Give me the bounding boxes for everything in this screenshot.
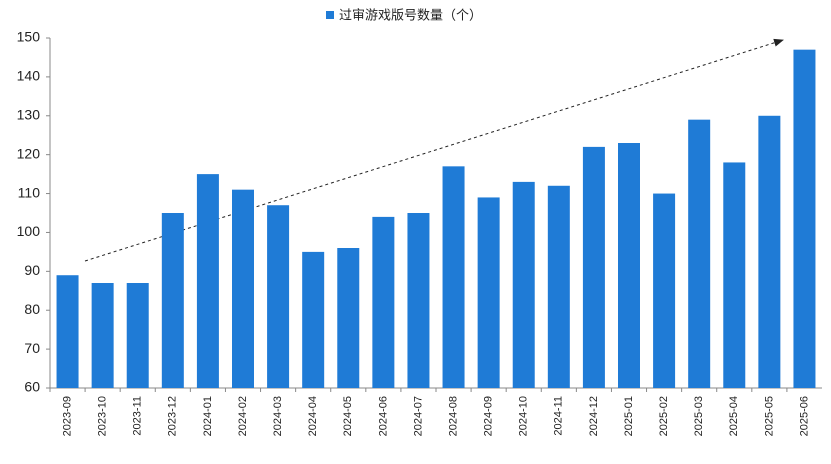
bar	[653, 193, 676, 388]
x-tick-label: 2025-01	[623, 396, 635, 436]
y-tick-label: 140	[17, 68, 41, 84]
x-tick-label: 2024-01	[202, 396, 214, 436]
bar	[723, 162, 746, 388]
bar	[126, 283, 149, 388]
bar	[758, 115, 781, 389]
y-tick-label: 130	[17, 106, 41, 122]
bar	[793, 49, 816, 389]
x-tick-label: 2024-06	[377, 396, 389, 436]
bar	[302, 251, 325, 388]
x-tick-label: 2023-10	[97, 396, 109, 436]
x-tick-label: 2023-09	[61, 396, 73, 436]
bar	[372, 216, 395, 388]
x-tick-label: 2024-07	[412, 396, 424, 436]
bar	[56, 275, 79, 388]
x-tick-label: 2024-02	[237, 396, 249, 436]
bar	[196, 174, 219, 388]
bar	[512, 181, 535, 388]
x-tick-label: 2024-04	[307, 396, 319, 436]
x-tick-label: 2024-11	[553, 396, 565, 436]
x-tick-label: 2024-12	[588, 396, 600, 436]
x-tick-label: 2023-12	[167, 396, 179, 436]
x-tick-label: 2025-02	[658, 396, 670, 436]
bar	[618, 143, 640, 388]
y-tick-label: 70	[24, 340, 40, 356]
bar	[477, 197, 500, 388]
bar	[232, 189, 254, 388]
x-tick-label: 2025-06	[798, 396, 810, 436]
bar	[582, 146, 605, 388]
x-tick-label: 2024-05	[342, 396, 354, 436]
trend-arrow	[84, 38, 784, 262]
bar	[161, 213, 184, 388]
bar	[547, 185, 570, 388]
bar	[267, 205, 290, 388]
x-tick-label: 2024-09	[483, 396, 495, 436]
x-tick-label: 2025-03	[693, 396, 705, 436]
x-tick-label: 2024-08	[447, 396, 459, 436]
x-tick-label: 2024-03	[272, 396, 284, 436]
y-tick-label: 60	[24, 379, 40, 395]
legend-label: 过审游戏版号数量（个）	[339, 7, 482, 22]
y-tick-label: 100	[17, 223, 41, 239]
y-tick-label: 80	[24, 301, 40, 317]
y-tick-label: 110	[18, 184, 41, 200]
bar	[407, 213, 430, 388]
x-tick-label: 2025-05	[763, 396, 775, 436]
y-tick-label: 120	[17, 145, 41, 161]
bar	[91, 283, 114, 388]
bar	[442, 166, 465, 388]
bar	[688, 119, 711, 389]
x-tick-label: 2024-10	[518, 396, 530, 436]
y-tick-label: 90	[24, 262, 40, 278]
y-tick-label: 150	[17, 29, 41, 45]
bar	[337, 248, 360, 388]
legend-swatch	[326, 11, 334, 19]
x-tick-label: 2023-11	[132, 396, 144, 436]
x-tick-label: 2025-04	[728, 396, 740, 436]
